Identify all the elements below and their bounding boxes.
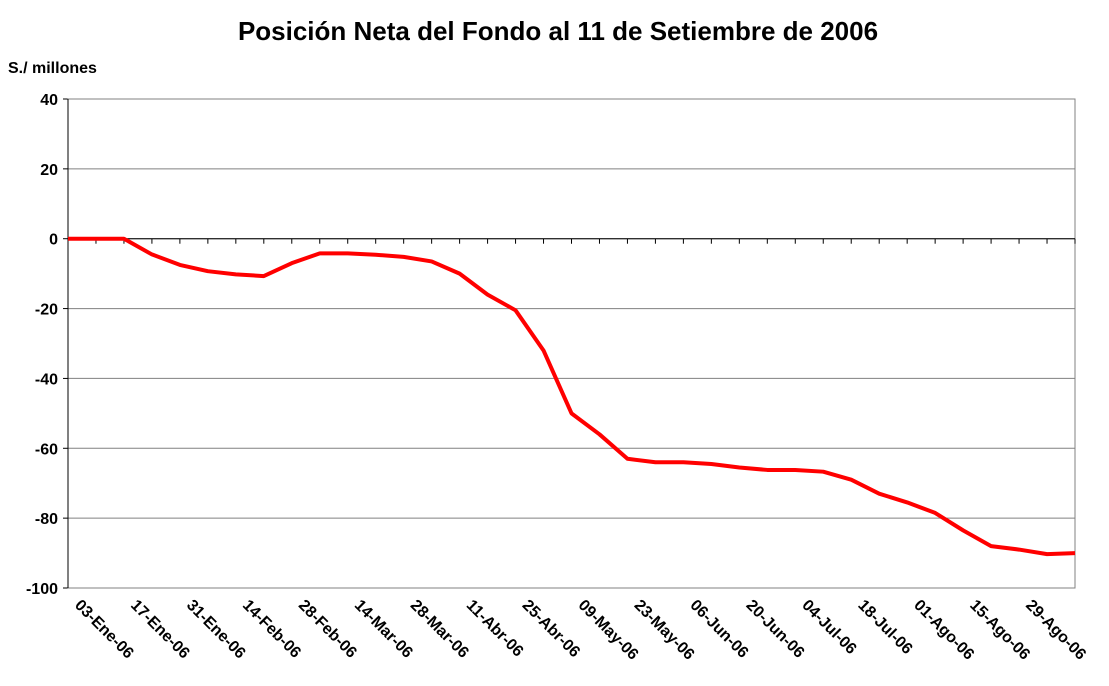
y-axis-label: S./ millones bbox=[8, 60, 97, 77]
x-tick-label: 17-Ene-06 bbox=[127, 597, 193, 663]
x-tick-label: 31-Ene-06 bbox=[183, 597, 249, 663]
plot-border bbox=[67, 98, 1076, 589]
x-tick-label: 29-Ago-06 bbox=[1022, 597, 1089, 664]
y-tick-label: 0 bbox=[49, 232, 58, 249]
y-tick-label: -40 bbox=[35, 371, 58, 388]
x-tick-label: 25-Abr-06 bbox=[519, 597, 583, 661]
x-tick-label: 03-Ene-06 bbox=[71, 597, 137, 663]
y-tick-label: 20 bbox=[40, 162, 58, 179]
y-tick-label: -60 bbox=[35, 441, 58, 458]
y-tick-label: 40 bbox=[40, 92, 58, 109]
y-tick-label: -80 bbox=[35, 511, 58, 528]
x-tick-label: 14-Mar-06 bbox=[351, 597, 416, 662]
x-tick-label: 18-Jul-06 bbox=[854, 597, 915, 658]
x-tick-label: 20-Jun-06 bbox=[743, 597, 808, 662]
chart-title: Posición Neta del Fondo al 11 de Setiemb… bbox=[238, 16, 878, 46]
x-tick-label: 28-Feb-06 bbox=[295, 597, 360, 662]
data-line bbox=[68, 236, 1076, 557]
x-tick-label: 14-Feb-06 bbox=[239, 597, 304, 662]
y-tick-label: -100 bbox=[26, 581, 58, 598]
x-tick-label: 28-Mar-06 bbox=[407, 597, 472, 662]
y-tick-label: -20 bbox=[35, 302, 58, 319]
x-tick-label: 11-Abr-06 bbox=[463, 597, 527, 661]
